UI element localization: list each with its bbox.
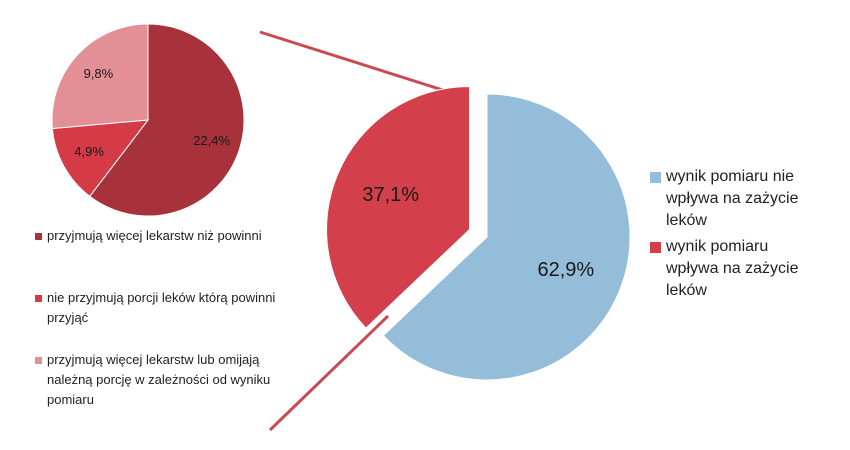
legend-entry: przyjmują więcej lekarstw lub omijają na… [35, 350, 285, 410]
data-label: 37,1% [362, 184, 419, 206]
pie-slice [51, 119, 150, 198]
connector-line [259, 30, 469, 100]
legend-label: przyjmują więcej lekarstw niż powinni [47, 228, 262, 243]
legend-swatch [35, 356, 42, 364]
legend-label: przyjmują więcej lekarstw lub omijają na… [47, 352, 271, 407]
data-label: 4,9% [74, 144, 104, 159]
legend-entry: nie przyjmują porcji leków którą powinni… [35, 288, 285, 328]
legend-entry: wynik pomiaru wpływa na zażycie leków [650, 236, 825, 302]
data-label: 22,4% [193, 133, 230, 148]
legend-entry: przyjmują więcej lekarstw niż powinni [35, 226, 285, 246]
pie-slice [382, 93, 631, 381]
data-label: 9,8% [84, 66, 114, 81]
legend-swatch [35, 294, 42, 302]
pie-slice [51, 23, 149, 130]
pie-slice [326, 86, 471, 329]
legend-swatch [650, 241, 661, 253]
data-label: 62,9% [537, 259, 594, 281]
legend-label: wynik pomiaru wpływa na zażycie leków [666, 238, 799, 299]
legend-entry: wynik pomiaru nie wpływa na zażycie lekó… [650, 166, 825, 232]
legend-label: wynik pomiaru nie wpływa na zażycie lekó… [666, 168, 799, 229]
legend-swatch [35, 232, 42, 240]
pie-slice [89, 23, 245, 217]
legend-label: nie przyjmują porcji leków którą powinni… [47, 290, 276, 325]
connector-line [268, 314, 390, 432]
legend-swatch [650, 171, 661, 183]
